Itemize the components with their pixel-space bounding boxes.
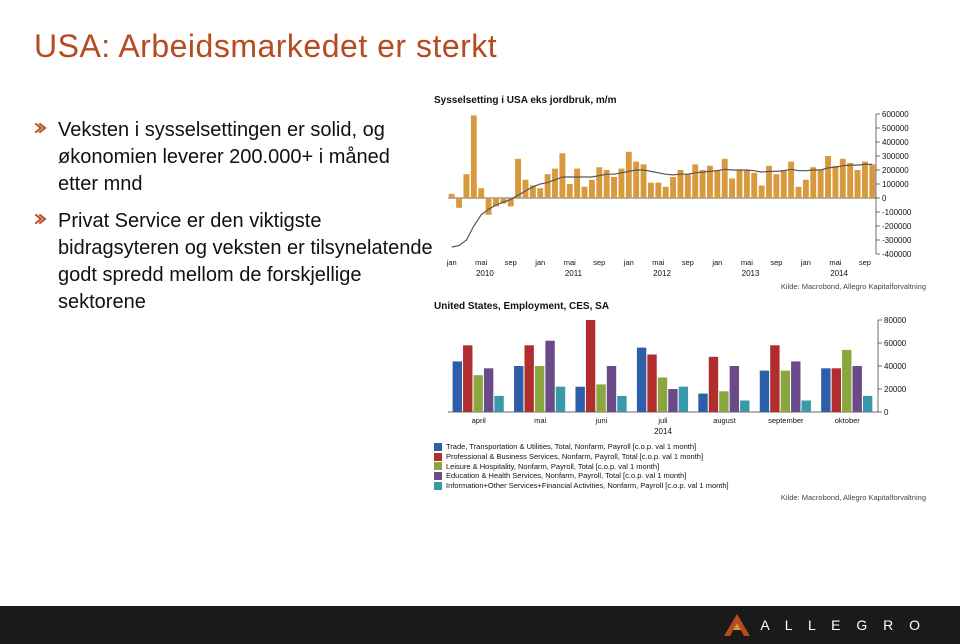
legend-swatch bbox=[434, 462, 442, 470]
svg-text:oktober: oktober bbox=[835, 416, 861, 425]
svg-text:mai: mai bbox=[652, 258, 664, 267]
employment-bar-chart: -400000 -300000 -200000 -100000 0 100000 20000… bbox=[434, 110, 924, 280]
svg-text:mai: mai bbox=[564, 258, 576, 267]
svg-text:2010: 2010 bbox=[476, 269, 494, 278]
legend-item: Trade, Transportation & Utilities, Total… bbox=[434, 442, 926, 452]
allegro-logo: A L L E G R O bbox=[724, 614, 926, 636]
legend-item: Education & Health Services, Nonfarm, Pa… bbox=[434, 471, 926, 481]
svg-text:april: april bbox=[472, 416, 487, 425]
employment-stacked-chart: 0 20000 40000 60000 80000 april mai juni juli aug… bbox=[434, 316, 924, 436]
svg-text:2014: 2014 bbox=[654, 427, 672, 436]
svg-text:sep: sep bbox=[682, 258, 694, 267]
svg-text:jan: jan bbox=[800, 258, 811, 267]
chart1-title: Sysselsetting i USA eks jordbruk, m/m bbox=[434, 95, 926, 106]
svg-text:0: 0 bbox=[884, 408, 889, 417]
legend-swatch bbox=[434, 443, 442, 451]
bullet-list: Veksten i sysselsettingen er solid, og ø… bbox=[34, 95, 434, 502]
svg-text:juni: juni bbox=[595, 416, 608, 425]
svg-text:2011: 2011 bbox=[565, 269, 583, 278]
footer-bar: A L L E G R O bbox=[0, 606, 960, 644]
legend-label: Information+Other Services+Financial Act… bbox=[446, 481, 729, 491]
svg-text:300000: 300000 bbox=[882, 152, 909, 161]
svg-text:2014: 2014 bbox=[830, 269, 848, 278]
legend-item: Leisure & Hospitality, Nonfarm, Payroll,… bbox=[434, 462, 926, 472]
legend-label: Professional & Business Services, Nonfar… bbox=[446, 452, 703, 462]
svg-text:august: august bbox=[713, 416, 736, 425]
chart1-source: Kilde: Macrobond, Allegro Kapitalforvalt… bbox=[434, 282, 926, 291]
slide-title: USA: Arbeidsmarkedet er sterkt bbox=[34, 28, 926, 65]
svg-text:sep: sep bbox=[770, 258, 782, 267]
svg-text:-200000: -200000 bbox=[882, 222, 912, 231]
svg-text:september: september bbox=[768, 416, 804, 425]
svg-text:40000: 40000 bbox=[884, 362, 907, 371]
svg-text:20000: 20000 bbox=[884, 385, 907, 394]
legend-label: Trade, Transportation & Utilities, Total… bbox=[446, 442, 696, 452]
logo-text: A L L E G R O bbox=[760, 617, 926, 633]
svg-text:200000: 200000 bbox=[882, 166, 909, 175]
legend-swatch bbox=[434, 453, 442, 461]
chart2-title: United States, Employment, CES, SA bbox=[434, 301, 926, 312]
svg-text:jan: jan bbox=[534, 258, 545, 267]
bullet-text: Privat Service er den viktigste bidragsy… bbox=[58, 208, 434, 316]
svg-text:-300000: -300000 bbox=[882, 236, 912, 245]
svg-text:mai: mai bbox=[741, 258, 753, 267]
svg-text:sep: sep bbox=[593, 258, 605, 267]
svg-text:100000: 100000 bbox=[882, 180, 909, 189]
bullet-item: Veksten i sysselsettingen er solid, og ø… bbox=[34, 117, 434, 198]
legend-swatch bbox=[434, 482, 442, 490]
legend-swatch bbox=[434, 472, 442, 480]
chart2-source: Kilde: Macrobond, Allegro Kapitalforvalt… bbox=[434, 493, 926, 502]
svg-text:-100000: -100000 bbox=[882, 208, 912, 217]
svg-text:sep: sep bbox=[859, 258, 871, 267]
legend-label: Education & Health Services, Nonfarm, Pa… bbox=[446, 471, 686, 481]
bullet-arrow-icon bbox=[34, 212, 48, 226]
svg-text:jan: jan bbox=[446, 258, 457, 267]
svg-text:mai: mai bbox=[534, 416, 546, 425]
svg-text:2012: 2012 bbox=[653, 269, 671, 278]
svg-text:mai: mai bbox=[475, 258, 487, 267]
svg-text:juli: juli bbox=[657, 416, 668, 425]
svg-text:500000: 500000 bbox=[882, 124, 909, 133]
bullet-arrow-icon bbox=[34, 121, 48, 135]
bullet-text: Veksten i sysselsettingen er solid, og ø… bbox=[58, 117, 434, 198]
svg-text:-400000: -400000 bbox=[882, 250, 912, 259]
svg-text:0: 0 bbox=[882, 194, 887, 203]
svg-text:600000: 600000 bbox=[882, 110, 909, 119]
bullet-item: Privat Service er den viktigste bidragsy… bbox=[34, 208, 434, 316]
logo-icon bbox=[724, 614, 750, 636]
svg-text:60000: 60000 bbox=[884, 339, 907, 348]
svg-text:sep: sep bbox=[505, 258, 517, 267]
svg-text:jan: jan bbox=[623, 258, 634, 267]
legend-item: Professional & Business Services, Nonfar… bbox=[434, 452, 926, 462]
svg-text:80000: 80000 bbox=[884, 316, 907, 325]
svg-text:jan: jan bbox=[711, 258, 722, 267]
svg-text:mai: mai bbox=[829, 258, 841, 267]
legend-item: Information+Other Services+Financial Act… bbox=[434, 481, 926, 491]
svg-text:400000: 400000 bbox=[882, 138, 909, 147]
chart2-legend: Trade, Transportation & Utilities, Total… bbox=[434, 442, 926, 491]
legend-label: Leisure & Hospitality, Nonfarm, Payroll,… bbox=[446, 462, 659, 472]
svg-text:2013: 2013 bbox=[742, 269, 760, 278]
